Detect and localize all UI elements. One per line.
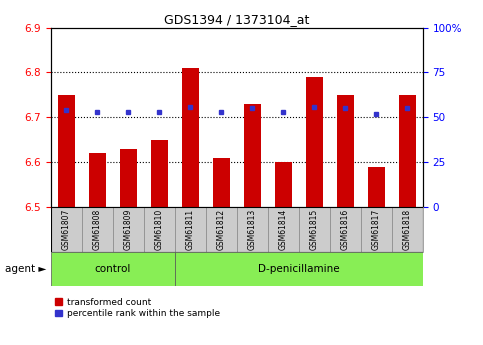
Text: GSM61812: GSM61812 (217, 209, 226, 250)
Bar (298, 207, 329, 252)
Bar (82, 207, 113, 252)
Text: GSM61814: GSM61814 (279, 209, 288, 250)
Text: GSM61808: GSM61808 (93, 209, 102, 250)
Text: control: control (95, 264, 131, 274)
Text: GSM61809: GSM61809 (124, 209, 133, 250)
Bar (337, 95, 354, 207)
Text: GSM61810: GSM61810 (155, 209, 164, 250)
Bar (144, 207, 175, 252)
Bar (275, 162, 292, 207)
Text: agent ►: agent ► (5, 264, 46, 274)
Text: GSM61811: GSM61811 (185, 209, 195, 250)
Text: GSM61817: GSM61817 (371, 209, 381, 250)
Text: GSM61818: GSM61818 (403, 209, 412, 250)
Text: GSM61816: GSM61816 (341, 209, 350, 250)
Bar (268, 207, 298, 252)
Bar (113, 207, 144, 252)
Bar (151, 140, 168, 207)
Bar (392, 207, 423, 252)
Bar (213, 158, 230, 207)
Bar (175, 252, 423, 286)
Legend: transformed count, percentile rank within the sample: transformed count, percentile rank withi… (55, 298, 220, 318)
Bar (175, 207, 206, 252)
Bar (306, 77, 323, 207)
Bar (120, 149, 137, 207)
Bar (57, 95, 75, 207)
Text: GSM61807: GSM61807 (62, 209, 71, 250)
Title: GDS1394 / 1373104_at: GDS1394 / 1373104_at (164, 13, 309, 27)
Bar (206, 207, 237, 252)
Bar (329, 207, 361, 252)
Bar (51, 252, 175, 286)
Bar (368, 167, 384, 207)
Bar (237, 207, 268, 252)
Bar (89, 153, 106, 207)
Text: GSM61813: GSM61813 (248, 209, 256, 250)
Bar (243, 104, 261, 207)
Bar (398, 95, 416, 207)
Bar (361, 207, 392, 252)
Text: D-penicillamine: D-penicillamine (258, 264, 340, 274)
Bar (51, 207, 82, 252)
Text: GSM61815: GSM61815 (310, 209, 319, 250)
Bar (182, 68, 199, 207)
